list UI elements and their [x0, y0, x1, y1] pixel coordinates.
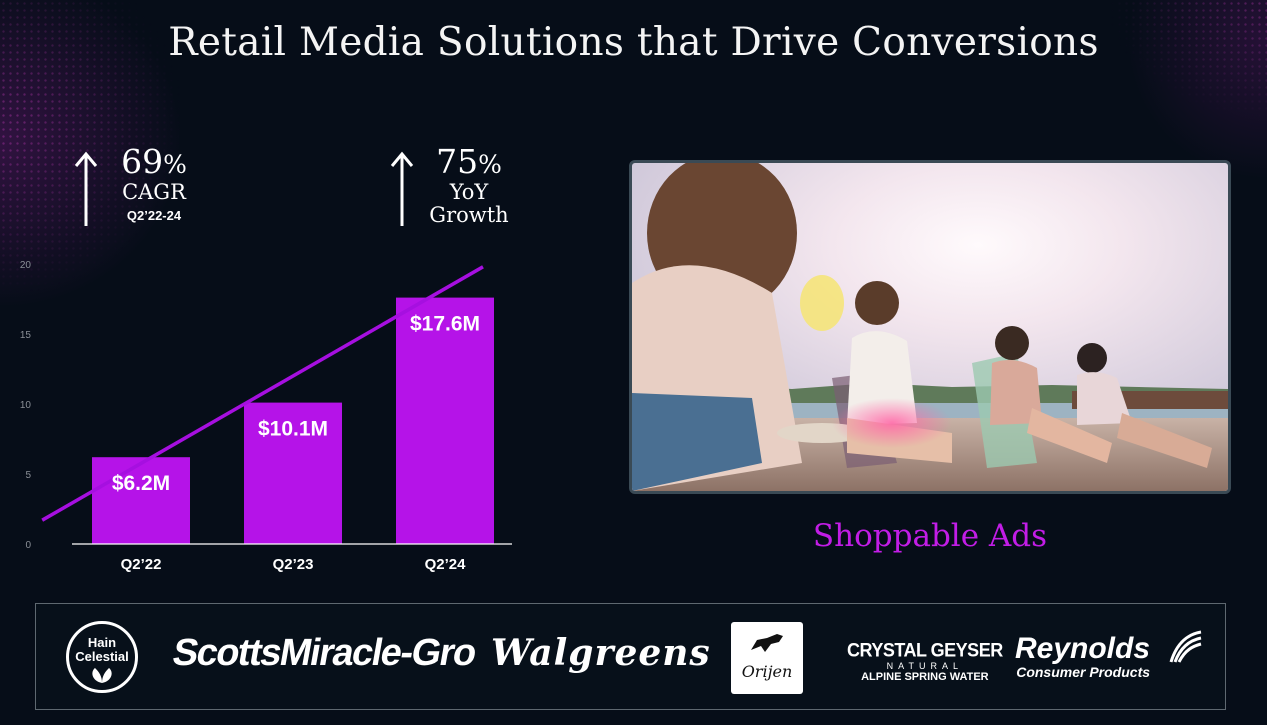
- bar: [92, 457, 190, 544]
- stat-cagr-label: CAGR: [122, 180, 186, 204]
- hain-logo-line1: Hain: [87, 635, 117, 650]
- y-tick-label: 5: [25, 470, 31, 481]
- trend-line: [41, 265, 484, 522]
- bar-value-label: $10.1M: [258, 418, 328, 441]
- crystal-logo-line1: CRYSTAL GEYSER: [847, 638, 1003, 661]
- leaf-icon: [92, 668, 112, 683]
- hain-logo-line2: Celestial: [75, 649, 129, 664]
- page-title: Retail Media Solutions that Drive Conver…: [168, 20, 1099, 65]
- stat-cagr-unit: %: [163, 150, 187, 179]
- reynolds-wave-icon: [1169, 630, 1202, 663]
- stat-yoy-value-wrap: 75%: [424, 142, 514, 181]
- crystal-logo-line2: NATURAL: [886, 661, 964, 671]
- y-tick-label: 15: [20, 330, 32, 341]
- video-caption: Shoppable Ads: [812, 518, 1048, 554]
- x-tick-label: Q2’24: [425, 556, 467, 573]
- orijen-logo: Orijen: [731, 622, 803, 694]
- revenue-bar-chart: 0 5 10 15 20 $6.2M $10.1M $17.6M Q2’22 Q2’23 Q2’24: [20, 260, 512, 573]
- video-player[interactable]: [629, 160, 1231, 494]
- x-tick-label: Q2’23: [273, 556, 314, 573]
- hain-celestial-logo: Hain Celestial: [66, 621, 138, 693]
- bar: [244, 402, 342, 544]
- stat-yoy-value: 75: [436, 142, 479, 181]
- bar: [396, 297, 494, 544]
- y-tick-label: 20: [20, 260, 32, 271]
- stat-cagr-value: 69: [121, 142, 164, 181]
- reynolds-logo-line1: Reynolds: [1015, 632, 1151, 665]
- video-thumbnail-beach-friends: [632, 163, 1228, 491]
- partner-logo-bar: Hain Celestial ScottsMiracle-Gro Walgree…: [35, 603, 1226, 710]
- x-tick-label: Q2’22: [121, 556, 162, 573]
- stat-cagr-value-wrap: 69%: [108, 142, 200, 181]
- walgreens-logo: Walgreens: [491, 632, 711, 674]
- scotts-miracle-gro-logo: ScottsMiracle-Gro: [169, 632, 479, 674]
- dog-icon: [751, 634, 783, 652]
- y-tick-label: 0: [25, 540, 31, 551]
- reynolds-logo-line2: Consumer Products: [1016, 664, 1151, 680]
- y-tick-label: 10: [20, 400, 32, 411]
- bar-value-label: $17.6M: [410, 313, 480, 336]
- up-arrow-icon: [390, 151, 414, 226]
- reynolds-logo: Reynolds Consumer Products: [1015, 630, 1202, 680]
- orijen-logo-text: Orijen: [741, 662, 793, 681]
- crystal-geyser-logo: CRYSTAL GEYSER NATURAL ALPINE SPRING WAT…: [847, 638, 1003, 683]
- crystal-logo-line3: ALPINE SPRING WATER: [861, 671, 989, 683]
- stat-yoy-label-line1: YoY: [449, 180, 489, 204]
- bar-value-label: $6.2M: [112, 472, 170, 495]
- stat-cagr-period: Q2’22-24: [126, 208, 182, 223]
- stat-yoy-label-line2: Growth: [429, 203, 509, 227]
- up-arrow-icon: [74, 151, 98, 226]
- stat-yoy-unit: %: [478, 150, 502, 179]
